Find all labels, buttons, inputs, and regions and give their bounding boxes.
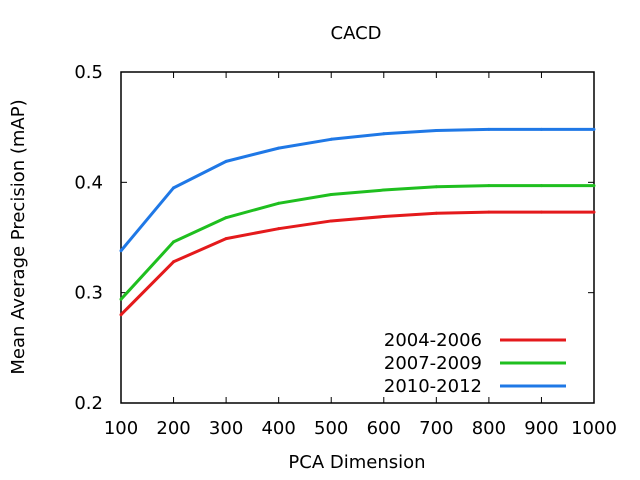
data-point — [277, 201, 281, 205]
y-tick-labels: 0.2 0.3 0.4 0.5 — [74, 62, 103, 414]
x-tick-labels: 100 200 300 400 500 600 700 800 900 1000 — [104, 418, 617, 439]
data-point — [539, 210, 543, 214]
data-point — [487, 127, 491, 131]
data-point — [277, 146, 281, 150]
x-tick-label: 100 — [104, 418, 138, 439]
data-point — [172, 186, 176, 190]
legend-label: 2004-2006 — [384, 330, 482, 351]
x-tick-label: 600 — [367, 418, 401, 439]
data-point — [434, 185, 438, 189]
data-point — [434, 128, 438, 132]
data-point — [329, 219, 333, 223]
data-point — [224, 159, 228, 163]
data-point — [329, 192, 333, 196]
x-tick-label: 900 — [524, 418, 558, 439]
data-point — [224, 237, 228, 241]
data-point — [277, 227, 281, 231]
data-point — [487, 210, 491, 214]
data-point — [592, 127, 596, 131]
data-point — [172, 240, 176, 244]
series-line-2004-2006 — [119, 210, 594, 316]
x-tick-label: 700 — [419, 418, 453, 439]
data-point — [382, 188, 386, 192]
series-line-2010-2012 — [119, 127, 594, 252]
legend-label: 2010-2012 — [384, 376, 482, 397]
y-tick-label: 0.4 — [74, 172, 103, 193]
data-point — [382, 132, 386, 136]
y-axis-label: Mean Average Precision (mAP) — [8, 99, 29, 374]
data-point — [172, 260, 176, 264]
data-point — [487, 184, 491, 188]
y-tick-label: 0.5 — [74, 62, 103, 83]
y-tick-label: 0.2 — [74, 393, 103, 414]
x-tick-label: 200 — [156, 418, 190, 439]
x-tick-label: 300 — [209, 418, 243, 439]
data-point — [539, 127, 543, 131]
chart-title: CACD — [331, 23, 382, 44]
data-point — [119, 249, 123, 253]
data-point — [224, 216, 228, 220]
legend-label: 2007-2009 — [384, 353, 482, 374]
data-point — [592, 210, 596, 214]
plot-frame — [120, 71, 595, 404]
data-point — [592, 184, 596, 188]
data-point — [539, 184, 543, 188]
data-point — [119, 297, 123, 301]
axis-ticks — [120, 71, 595, 404]
data-point — [382, 215, 386, 219]
data-point — [329, 137, 333, 141]
x-axis-label: PCA Dimension — [288, 452, 425, 473]
series-lines — [119, 127, 596, 317]
x-tick-label: 400 — [261, 418, 295, 439]
data-point — [119, 313, 123, 317]
x-tick-label: 800 — [472, 418, 506, 439]
x-tick-label: 500 — [314, 418, 348, 439]
data-point — [434, 211, 438, 215]
series-line-2007-2009 — [119, 184, 594, 301]
x-tick-label: 1000 — [571, 418, 617, 439]
y-tick-label: 0.3 — [74, 283, 103, 304]
